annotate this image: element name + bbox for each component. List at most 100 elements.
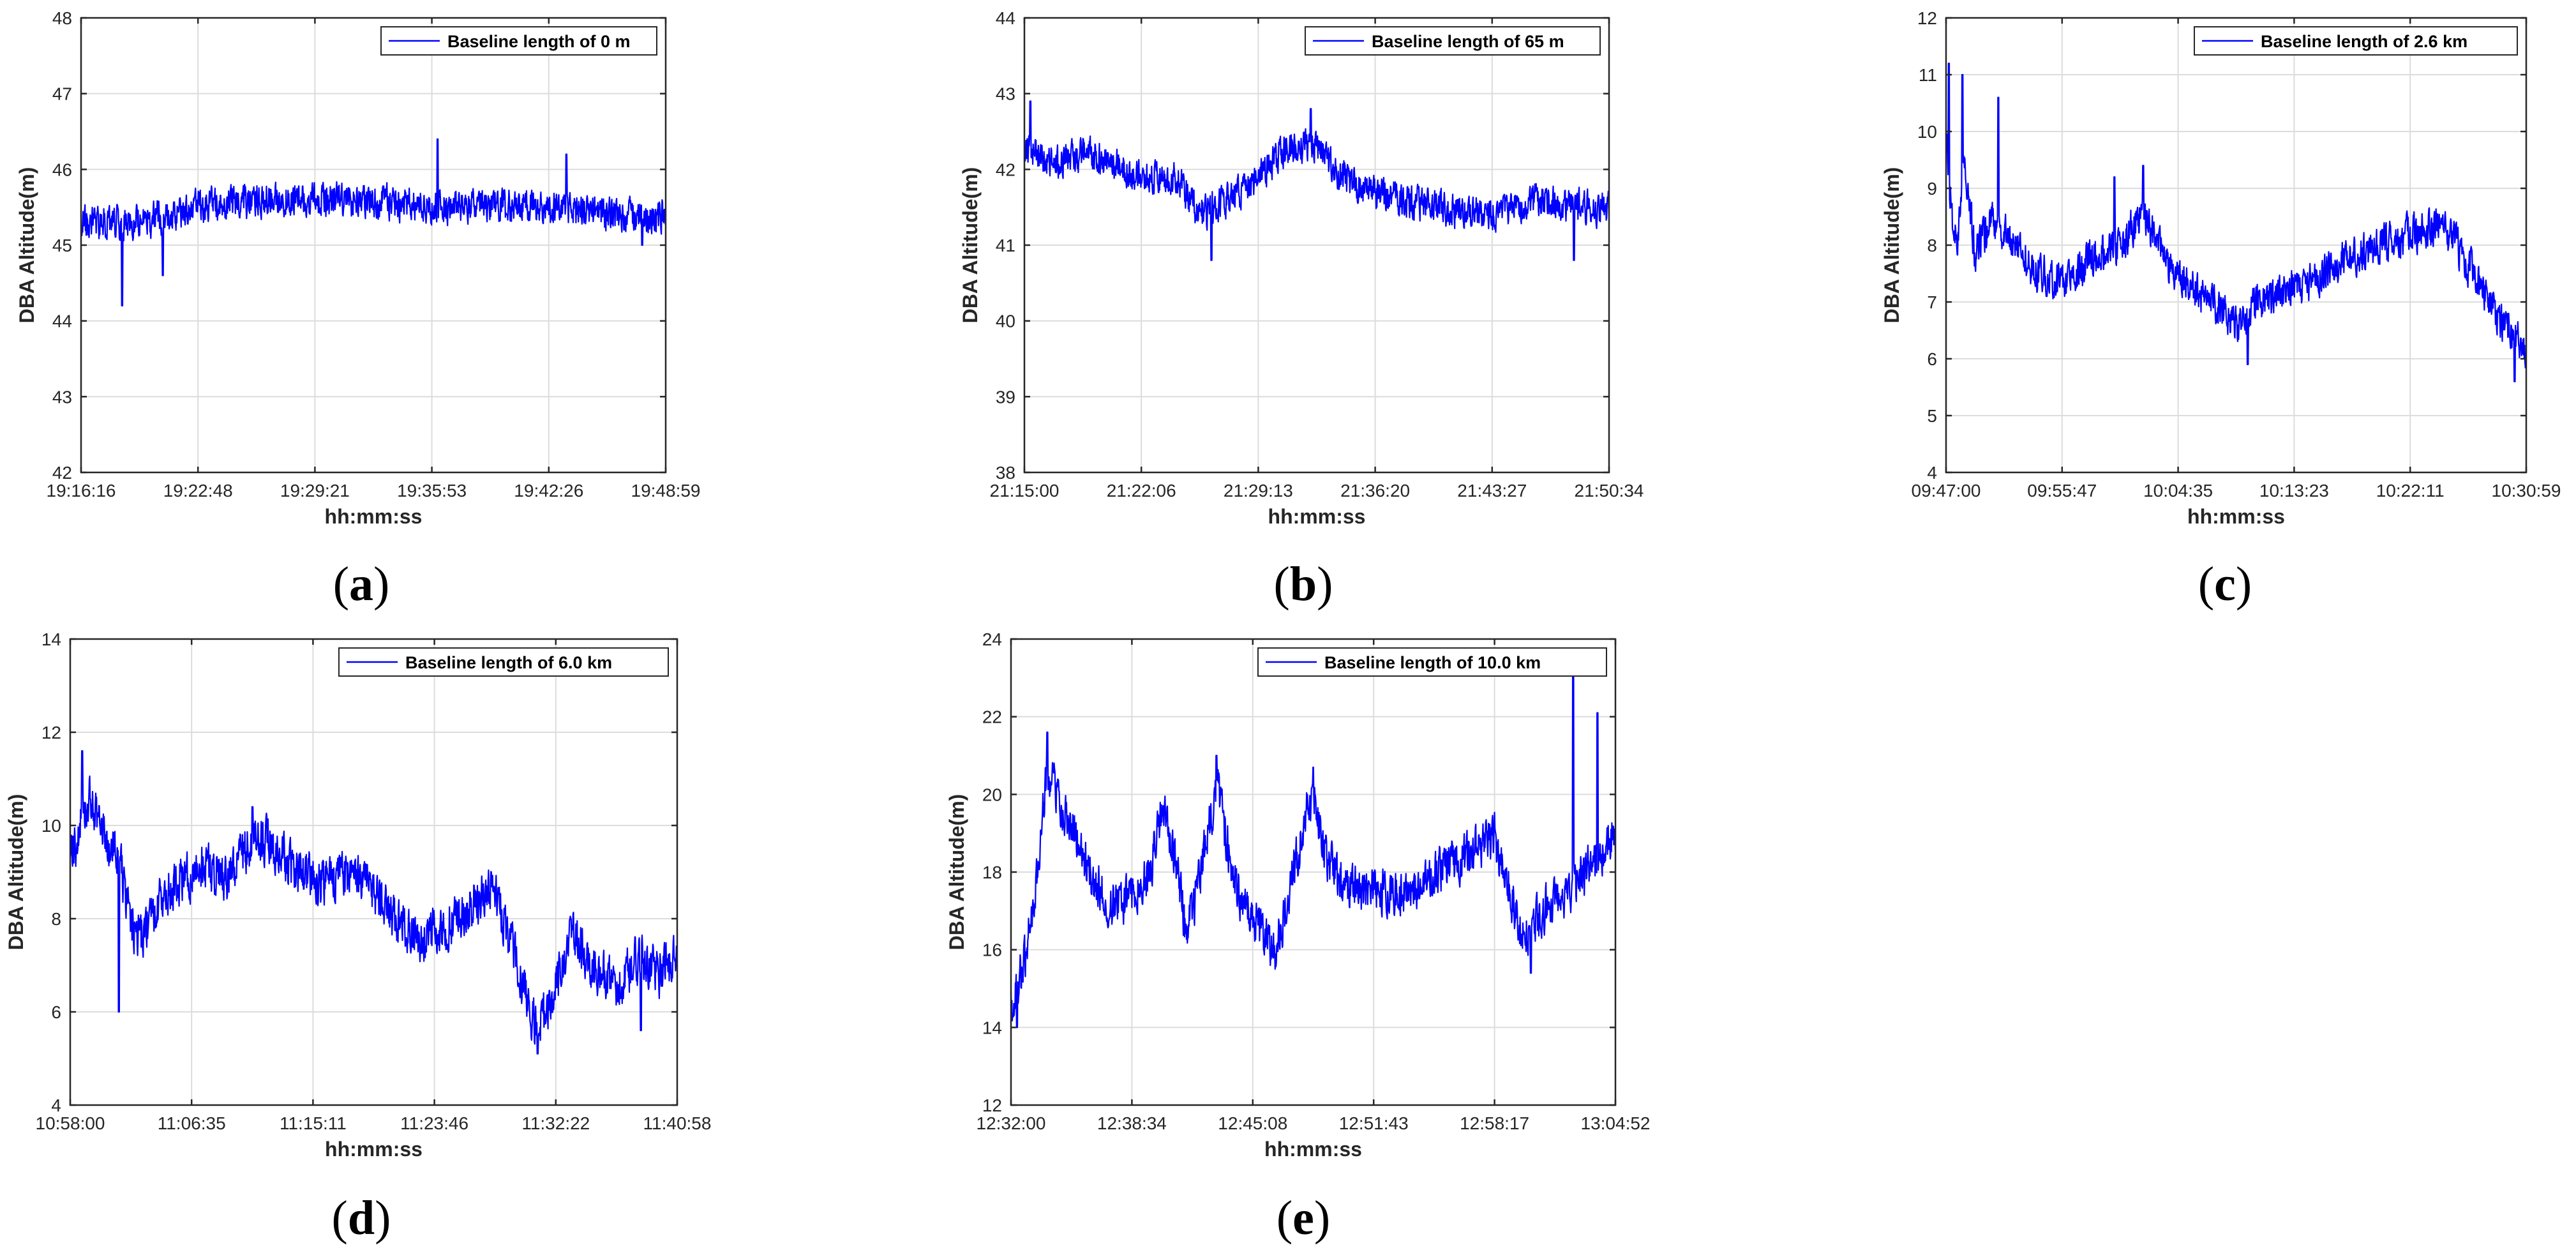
y-tick-label: 12 — [982, 1096, 1002, 1115]
y-tick-label: 45 — [52, 236, 72, 255]
x-tick-label: 10:30:59 — [2492, 481, 2561, 501]
y-tick-label: 10 — [1917, 122, 1937, 142]
x-tick-label: 12:58:17 — [1460, 1113, 1529, 1133]
y-tick-label: 12 — [1917, 8, 1937, 28]
x-tick-label: 11:32:22 — [521, 1113, 590, 1133]
legend-label: Baseline length of 10.0 km — [1324, 653, 1541, 672]
y-tick-label: 20 — [982, 785, 1002, 804]
x-tick-label: 21:43:27 — [1457, 481, 1527, 501]
y-tick-label: 14 — [982, 1018, 1002, 1037]
panel-label: (e) — [1277, 1191, 1330, 1245]
legend: Baseline length of 65 m — [1305, 26, 1601, 56]
x-tick-label: 12:51:43 — [1339, 1113, 1409, 1133]
x-tick-label: 19:42:26 — [514, 481, 583, 501]
x-tick-label: 10:04:35 — [2143, 481, 2213, 501]
y-tick-label: 24 — [982, 629, 1002, 649]
chart-panel-e: 12 14 16 18 20 22 24 12:32:00 12:38:34 12:45:08 12… — [945, 629, 1651, 1245]
x-tick-label: 11:06:35 — [158, 1113, 226, 1133]
x-tick-label: 21:29:13 — [1224, 481, 1293, 501]
x-tick-label: 21:15:00 — [990, 481, 1060, 501]
data-line-b — [1023, 100, 1610, 261]
legend-label: Baseline length of 6.0 km — [405, 653, 612, 672]
y-tick-label: 47 — [52, 84, 72, 104]
panel-label: (a) — [333, 557, 390, 611]
y-tick-label: 44 — [996, 8, 1015, 28]
x-axis-label: hh:mm:ss — [1268, 505, 1366, 528]
y-tick-label: 9 — [1927, 179, 1937, 199]
y-tick-label: 6 — [51, 1002, 61, 1022]
plot-area — [70, 639, 677, 1105]
legend-label: Baseline length of 0 m — [447, 32, 631, 51]
y-axis-label: DBA Altitude(m) — [4, 794, 27, 951]
y-tick-label: 39 — [996, 387, 1015, 407]
x-tick-label: 21:36:20 — [1340, 481, 1410, 501]
y-tick-label: 14 — [41, 629, 61, 649]
x-tick-label: 19:48:59 — [631, 481, 701, 501]
y-tick-label: 43 — [52, 387, 72, 407]
x-axis-label: hh:mm:ss — [325, 505, 423, 528]
axes-frame — [69, 638, 678, 1106]
y-tick-label: 8 — [51, 909, 61, 929]
y-tick-label: 42 — [52, 463, 72, 483]
panel-label: (d) — [332, 1191, 391, 1245]
y-tick-label: 22 — [982, 707, 1002, 727]
y-axis-label: DBA Altitude(m) — [945, 794, 968, 951]
legend-label: Baseline length of 2.6 km — [2261, 32, 2467, 51]
x-tick-label: 19:16:16 — [47, 481, 116, 501]
x-tick-label: 21:22:06 — [1107, 481, 1176, 501]
y-tick-label: 46 — [52, 160, 72, 179]
x-tick-label: 10:13:23 — [2259, 481, 2329, 501]
y-tick-label: 6 — [1927, 349, 1937, 369]
y-tick-label: 8 — [1927, 236, 1937, 255]
y-tick-label: 11 — [1919, 65, 1937, 85]
y-axis-label: DBA Altitude(m) — [959, 167, 982, 324]
panel-label: (b) — [1274, 557, 1333, 611]
x-tick-label: 11:23:46 — [400, 1113, 468, 1133]
legend: Baseline length of 10.0 km — [1257, 647, 1607, 677]
chart-panel-a: 42 43 44 45 46 47 48 19:16:16 19:22:48 19:29:21 19… — [15, 8, 701, 611]
data-line-d — [69, 750, 678, 1055]
x-tick-label: 19:35:53 — [397, 481, 467, 501]
chart-panel-b: 38 39 40 41 42 43 44 21:15:00 21:22:06 21:29:13 21… — [959, 8, 1644, 611]
y-tick-label: 10 — [41, 816, 61, 836]
y-axis-label: DBA Altitude(m) — [1880, 167, 1903, 324]
legend: Baseline length of 6.0 km — [338, 647, 669, 677]
x-axis-label: hh:mm:ss — [2187, 505, 2285, 528]
x-tick-label: 12:38:34 — [1097, 1113, 1167, 1133]
y-tick-label: 43 — [996, 84, 1015, 104]
panel-label: (c) — [2198, 557, 2252, 611]
y-tick-label: 41 — [996, 236, 1015, 255]
y-tick-label: 5 — [1927, 406, 1937, 426]
x-tick-label: 11:40:58 — [643, 1113, 712, 1133]
legend-label: Baseline length of 65 m — [1372, 32, 1564, 51]
x-tick-label: 09:47:00 — [1912, 481, 1981, 501]
x-tick-label: 11:15:11 — [280, 1113, 347, 1133]
y-tick-label: 44 — [52, 312, 72, 331]
y-tick-label: 4 — [1927, 463, 1937, 483]
chart-panel-d: 4 6 8 10 12 14 10:58:00 11:06:35 11:15:11 11:23:4… — [4, 629, 711, 1245]
y-tick-label: 4 — [51, 1096, 61, 1115]
y-tick-label: 42 — [996, 160, 1015, 179]
data-line-c — [1945, 63, 2527, 382]
y-tick-label: 12 — [41, 723, 61, 742]
y-tick-label: 7 — [1927, 292, 1937, 312]
x-tick-label: 21:50:34 — [1575, 481, 1644, 501]
x-tick-label: 09:55:47 — [2027, 481, 2097, 501]
x-tick-label: 19:22:48 — [163, 481, 233, 501]
y-axis-label: DBA Altitude(m) — [15, 167, 38, 324]
chart-panel-c: 4 5 6 7 8 9 10 11 12 09:47:00 09:55:47 10:04:35 10:1… — [1880, 8, 2561, 611]
x-axis-label: hh:mm:ss — [325, 1138, 423, 1161]
y-tick-label: 18 — [982, 862, 1002, 882]
x-axis-label: hh:mm:ss — [1264, 1138, 1362, 1161]
legend: Baseline length of 0 m — [380, 26, 657, 56]
y-tick-label: 40 — [996, 312, 1015, 331]
x-tick-label: 13:04:52 — [1581, 1113, 1651, 1133]
legend-box — [2194, 26, 2518, 56]
data-line-a — [80, 138, 667, 306]
x-tick-label: 12:45:08 — [1218, 1113, 1287, 1133]
y-tick-label: 16 — [982, 940, 1002, 960]
y-tick-label: 48 — [52, 8, 72, 28]
y-tick-label: 38 — [996, 463, 1015, 483]
x-tick-label: 10:58:00 — [36, 1113, 105, 1133]
